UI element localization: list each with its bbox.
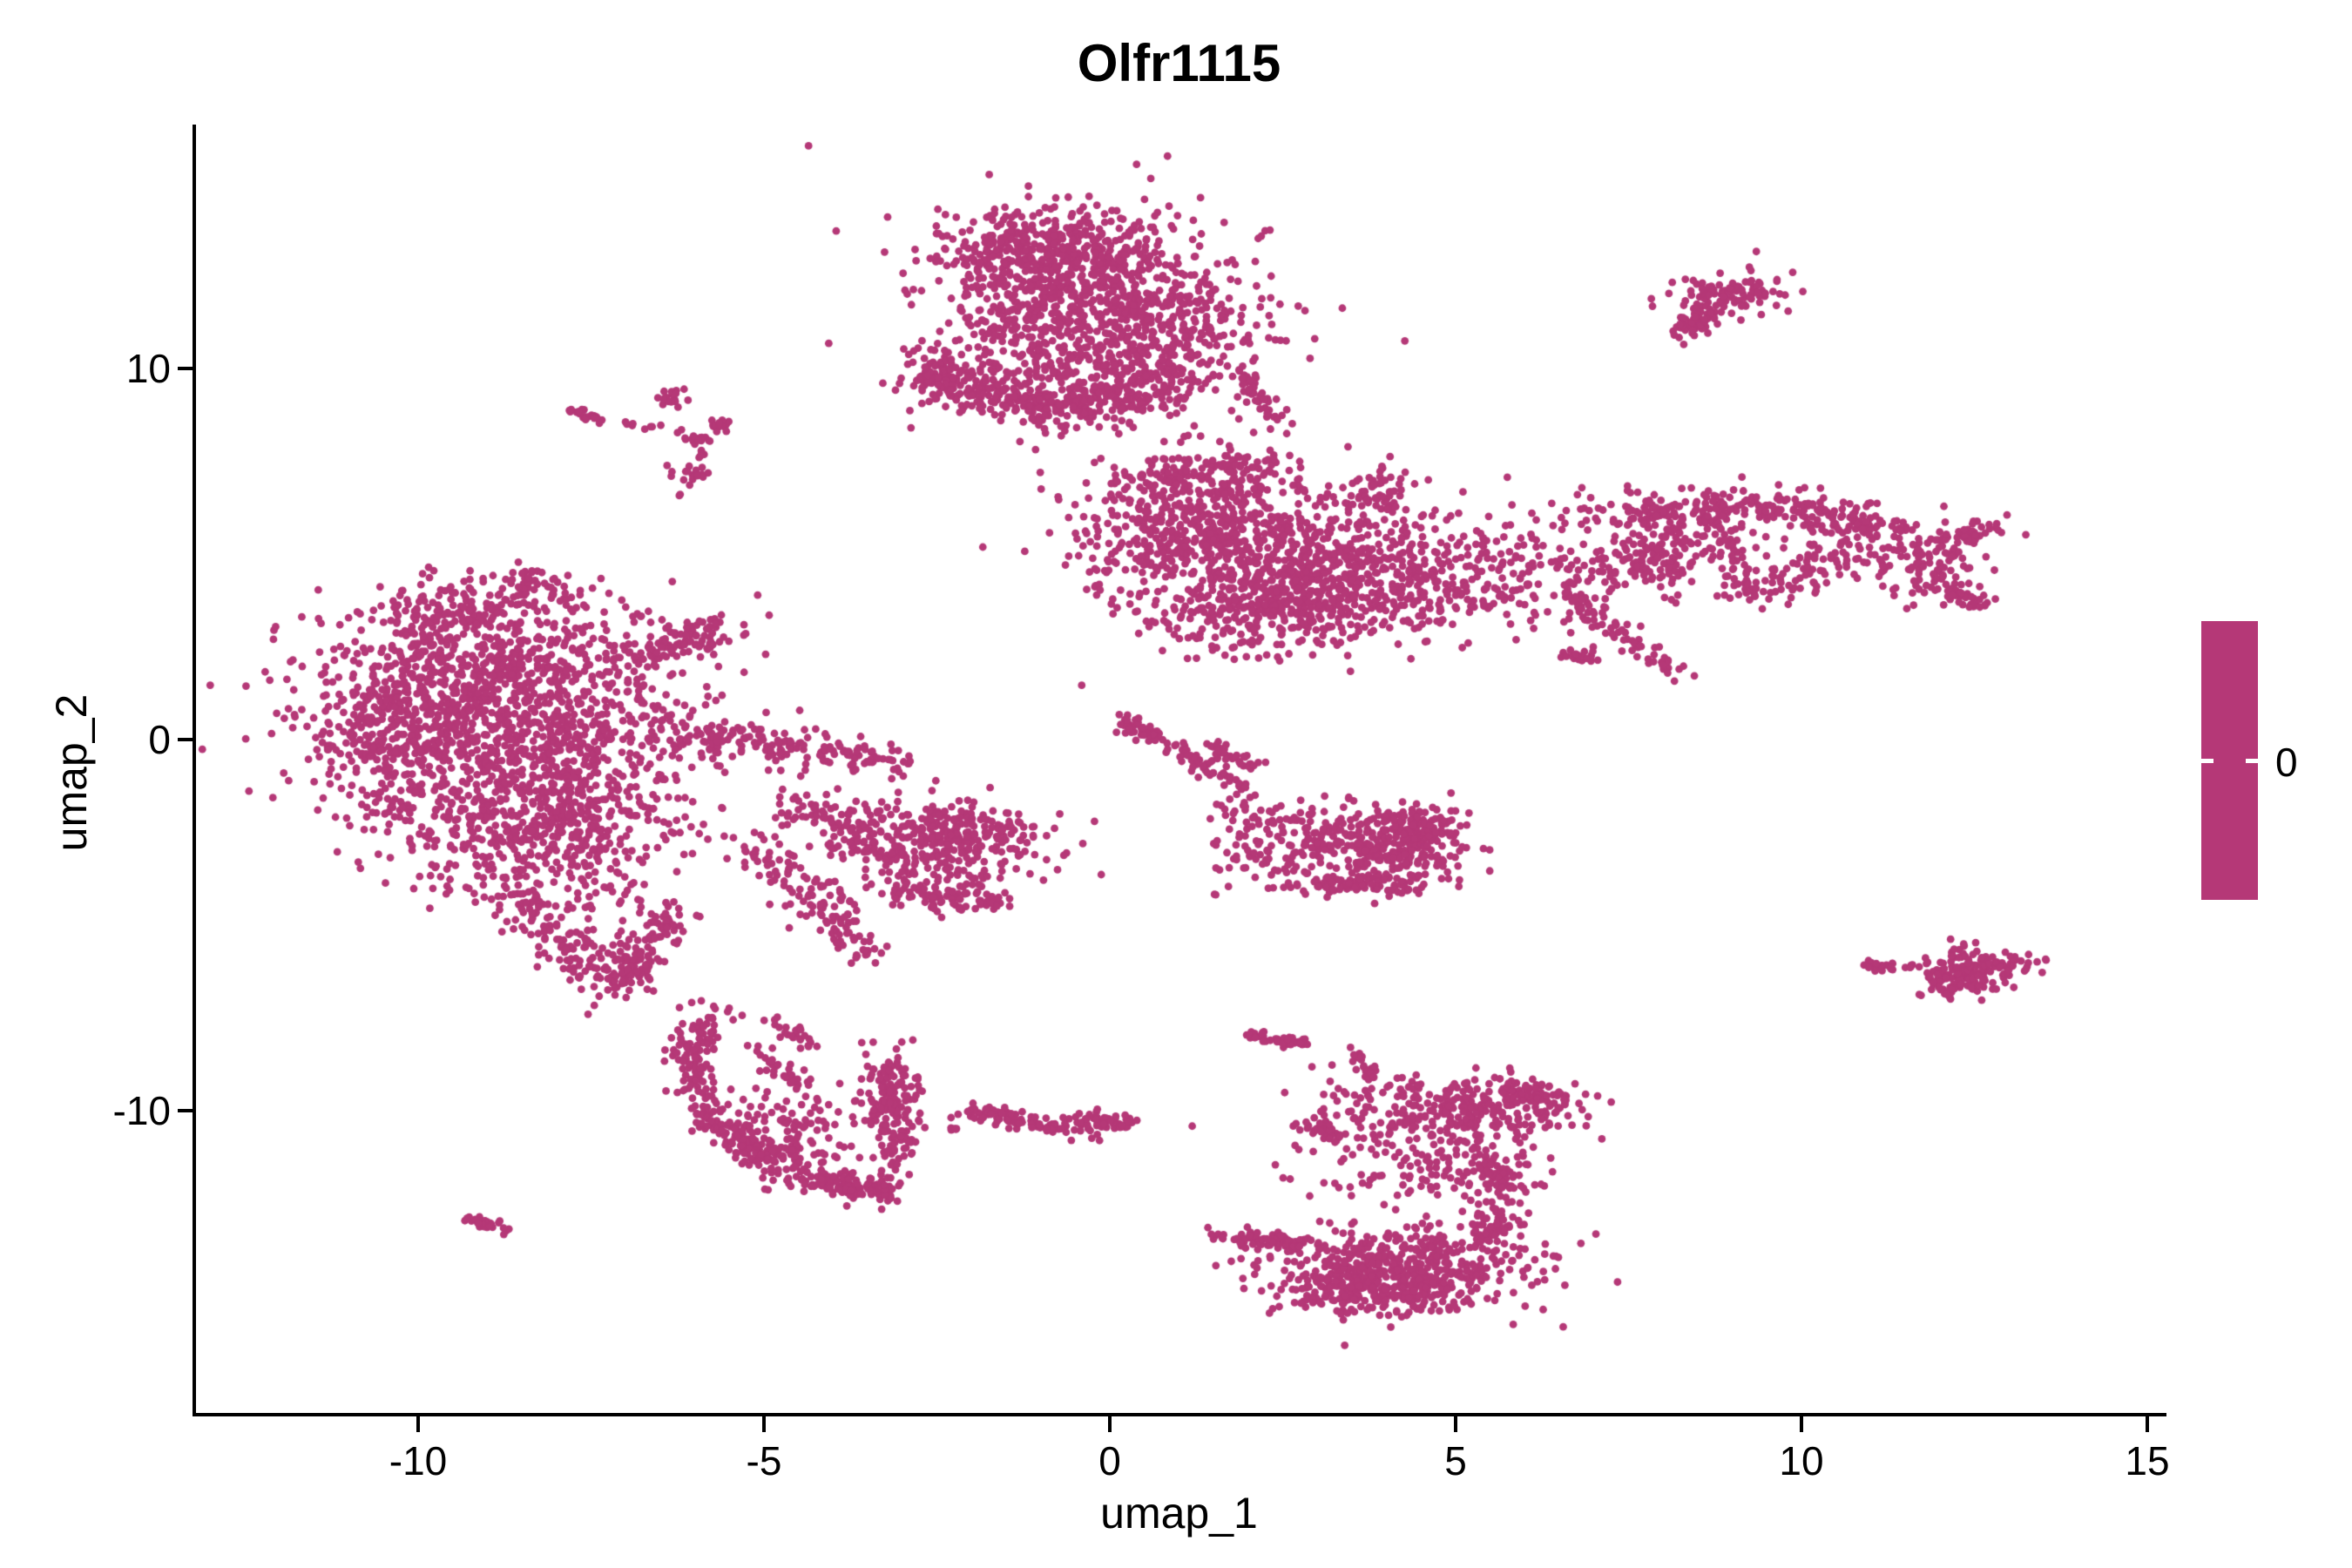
y-axis-tick-label: 10: [125, 346, 171, 391]
plot-title: Olfr1115: [1077, 34, 1281, 92]
x-axis-tick: [762, 1416, 766, 1432]
x-axis-tick: [1108, 1416, 1112, 1432]
x-axis-tick-label: 5: [1444, 1438, 1467, 1484]
y-axis-tick-label: 0: [148, 717, 171, 762]
x-axis-tick: [2146, 1416, 2149, 1432]
legend-value-label: 0: [2275, 740, 2298, 785]
x-axis-tick-label: 10: [1779, 1438, 1824, 1484]
y-axis-line: [193, 125, 196, 1416]
y-axis-tick: [178, 738, 193, 741]
legend-tick-mark: [2246, 759, 2258, 763]
y-axis-tick: [178, 367, 193, 370]
x-axis-tick-label: -10: [389, 1438, 448, 1484]
x-axis-line: [193, 1413, 2166, 1416]
x-axis-tick: [1800, 1416, 1803, 1432]
y-axis-tick: [178, 1109, 193, 1112]
y-axis-title: umap_2: [47, 693, 96, 852]
x-axis-tick: [1454, 1416, 1457, 1432]
x-axis-tick-label: 0: [1098, 1438, 1121, 1484]
legend-tick-mark: [2201, 759, 2213, 763]
x-axis-tick-label: 15: [2125, 1438, 2170, 1484]
x-axis-tick: [416, 1416, 420, 1432]
y-axis-tick-label: -10: [112, 1088, 171, 1133]
x-axis-tick-label: -5: [746, 1438, 782, 1484]
x-axis-title: umap_1: [1100, 1489, 1258, 1538]
